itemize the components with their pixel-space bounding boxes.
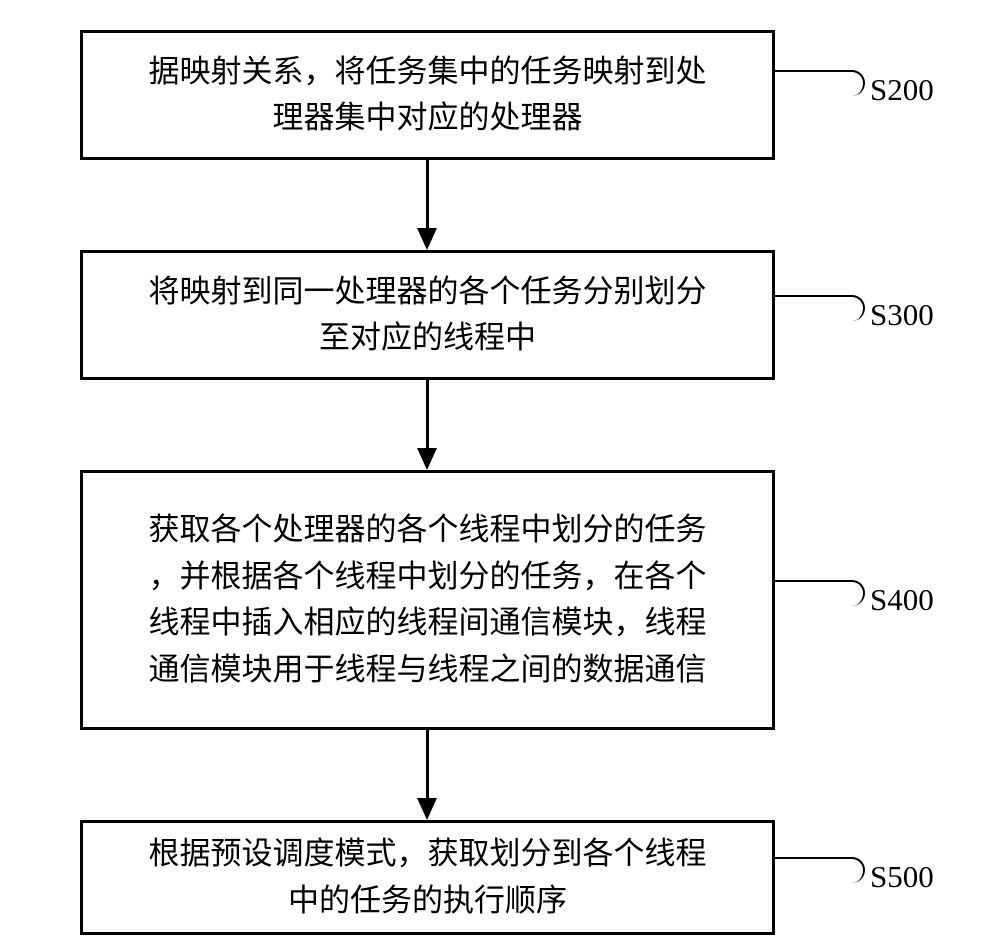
- arrow-3-head: [417, 798, 437, 820]
- arrow-2-line: [426, 380, 429, 448]
- node-text: 根据预设调度模式，获取划分到各个线程中的任务的执行顺序: [149, 831, 707, 924]
- step-label-s500: S500: [870, 859, 934, 895]
- connector-s500: [775, 857, 865, 883]
- flow-node-s500: 根据预设调度模式，获取划分到各个线程中的任务的执行顺序: [80, 820, 775, 935]
- connector-s300: [775, 295, 865, 321]
- node-text: 将映射到同一处理器的各个任务分别划分至对应的线程中: [149, 269, 707, 362]
- node-text: 获取各个处理器的各个线程中划分的任务，并根据各个线程中划分的任务，在各个线程中插…: [149, 507, 707, 693]
- arrow-3-line: [426, 730, 429, 798]
- step-label-s400: S400: [870, 582, 934, 618]
- connector-s200: [775, 70, 865, 96]
- connector-s400: [775, 580, 865, 606]
- flow-node-s300: 将映射到同一处理器的各个任务分别划分至对应的线程中: [80, 250, 775, 380]
- step-label-s300: S300: [870, 297, 934, 333]
- flow-node-s200: 据映射关系，将任务集中的任务映射到处理器集中对应的处理器: [80, 30, 775, 160]
- flowchart-canvas: 据映射关系，将任务集中的任务映射到处理器集中对应的处理器 将映射到同一处理器的各…: [0, 0, 1000, 947]
- node-text: 据映射关系，将任务集中的任务映射到处理器集中对应的处理器: [149, 49, 707, 142]
- step-label-s200: S200: [870, 72, 934, 108]
- arrow-2-head: [417, 448, 437, 470]
- arrow-1-line: [426, 160, 429, 228]
- arrow-1-head: [417, 228, 437, 250]
- flow-node-s400: 获取各个处理器的各个线程中划分的任务，并根据各个线程中划分的任务，在各个线程中插…: [80, 470, 775, 730]
